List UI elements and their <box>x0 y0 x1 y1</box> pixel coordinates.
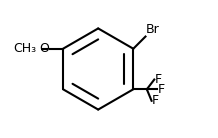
Text: F: F <box>155 73 162 86</box>
Text: Br: Br <box>146 23 160 36</box>
Text: F: F <box>152 94 159 107</box>
Text: CH₃: CH₃ <box>13 42 36 55</box>
Text: F: F <box>158 83 165 96</box>
Text: O: O <box>39 42 49 55</box>
